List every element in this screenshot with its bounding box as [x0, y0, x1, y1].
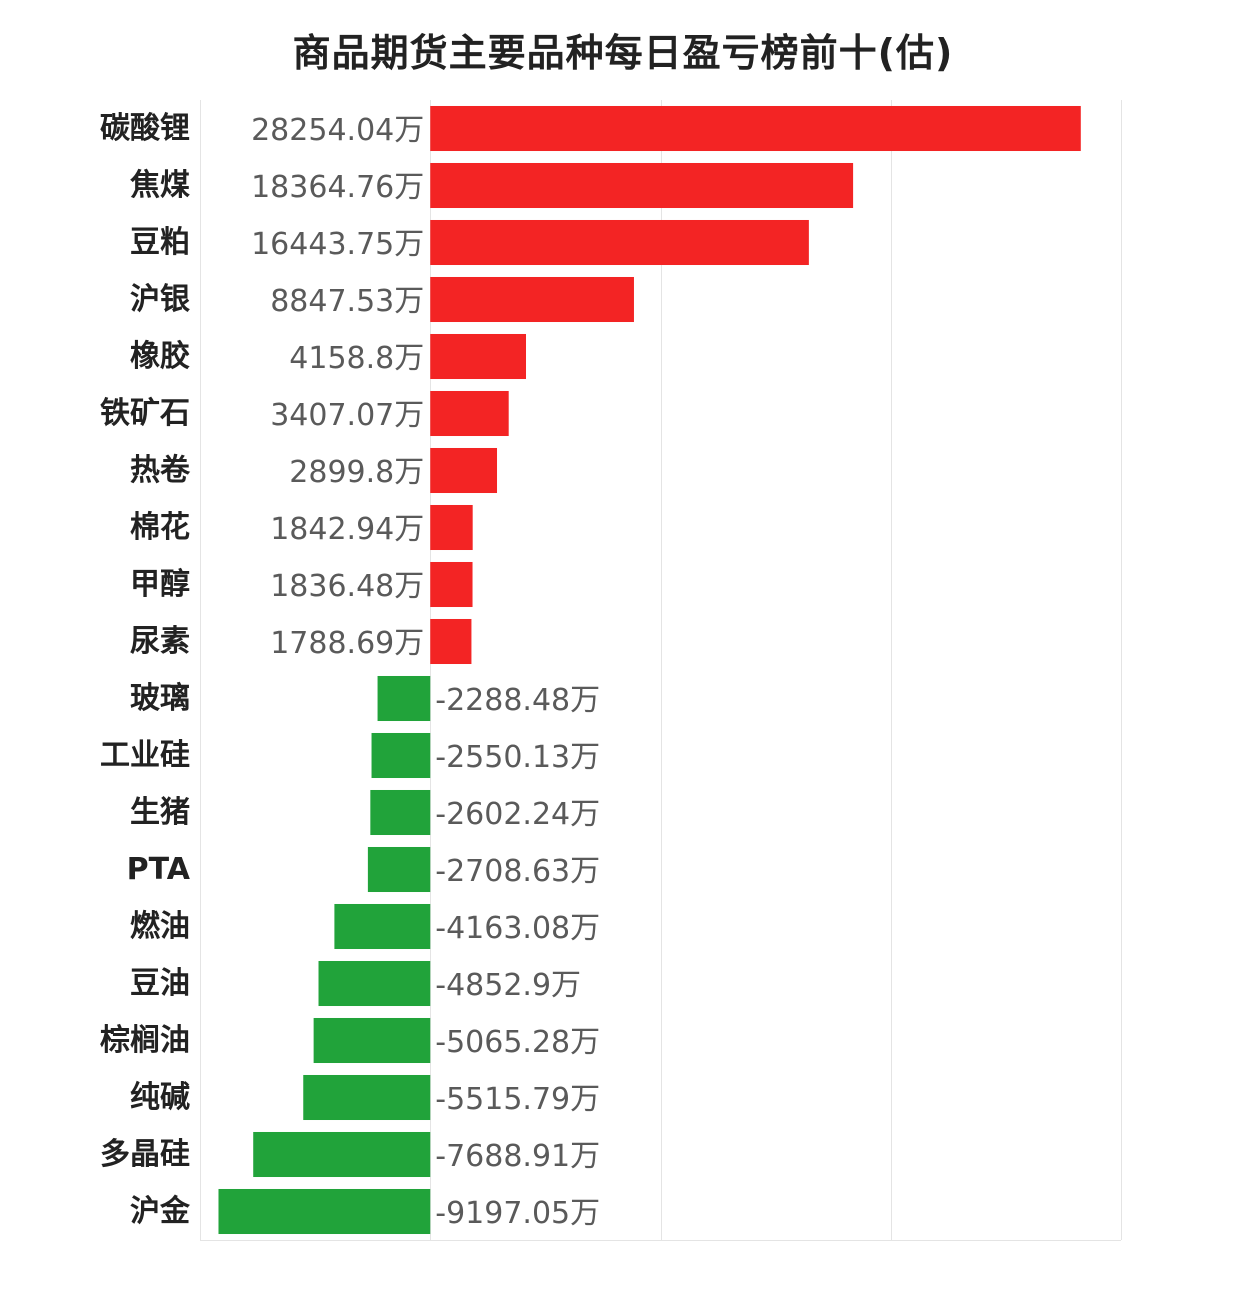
bar	[367, 846, 431, 893]
bars	[218, 105, 1081, 1235]
bar	[313, 1017, 431, 1064]
category-label: PTA	[127, 852, 191, 887]
category-label: 沪金	[130, 1194, 191, 1229]
bar	[218, 1188, 431, 1235]
category-label: 工业硅	[100, 738, 190, 773]
category-label: 燃油	[130, 909, 190, 944]
value-label: -5515.79万	[435, 1082, 600, 1117]
bar	[253, 1131, 431, 1178]
bar	[430, 561, 473, 608]
category-label: 甲醇	[130, 567, 190, 602]
value-label: 1842.94万	[270, 512, 424, 547]
category-label: 铁矿石	[100, 396, 190, 431]
category-label: 玻璃	[130, 681, 190, 716]
value-label: -2550.13万	[435, 740, 600, 775]
bar	[371, 732, 431, 779]
bar	[303, 1074, 431, 1121]
bar	[370, 789, 431, 836]
value-label: 16443.75万	[251, 227, 424, 262]
category-label: 焦煤	[130, 168, 190, 203]
category-label: 豆油	[130, 966, 190, 1001]
category-label: 尿素	[130, 624, 190, 659]
category-label: 橡胶	[130, 339, 190, 374]
category-label: 棉花	[130, 510, 190, 545]
bar	[430, 105, 1081, 152]
value-label: 3407.07万	[270, 398, 424, 433]
value-label: -5065.28万	[435, 1025, 600, 1060]
value-label: 1788.69万	[270, 626, 424, 661]
value-label: 2899.8万	[289, 455, 424, 490]
bar	[377, 675, 431, 722]
value-label: -2602.24万	[435, 797, 600, 832]
category-label: 纯碱	[130, 1080, 190, 1115]
category-label: 多晶硅	[100, 1137, 190, 1172]
bar	[430, 333, 527, 380]
bar	[430, 447, 498, 494]
chart-title: 商品期货主要品种每日盈亏榜前十(估)	[292, 31, 954, 75]
category-label: 棕榈油	[100, 1023, 190, 1058]
value-label: -2708.63万	[435, 854, 600, 889]
value-label: -4163.08万	[435, 911, 600, 946]
category-label: 热卷	[130, 453, 191, 488]
bar	[430, 618, 472, 665]
bar	[318, 960, 431, 1007]
bar	[430, 390, 509, 437]
bar	[430, 504, 473, 551]
value-label: -7688.91万	[435, 1139, 600, 1174]
value-label: -2288.48万	[435, 683, 600, 718]
value-label: 8847.53万	[270, 284, 424, 319]
bar	[430, 219, 809, 266]
value-label: 1836.48万	[270, 569, 424, 604]
value-label: 4158.8万	[289, 341, 424, 376]
value-label: 18364.76万	[251, 170, 424, 205]
category-label: 生猪	[130, 795, 190, 830]
bar	[430, 276, 634, 323]
grid	[200, 100, 1122, 1241]
category-label: 碳酸锂	[100, 111, 190, 146]
category-label: 沪银	[130, 282, 190, 317]
value-label: 28254.04万	[251, 113, 424, 148]
value-label: -4852.9万	[435, 968, 581, 1003]
bar	[334, 903, 431, 950]
value-label: -9197.05万	[435, 1196, 600, 1231]
category-label: 豆粕	[130, 225, 190, 260]
bar	[430, 162, 854, 209]
